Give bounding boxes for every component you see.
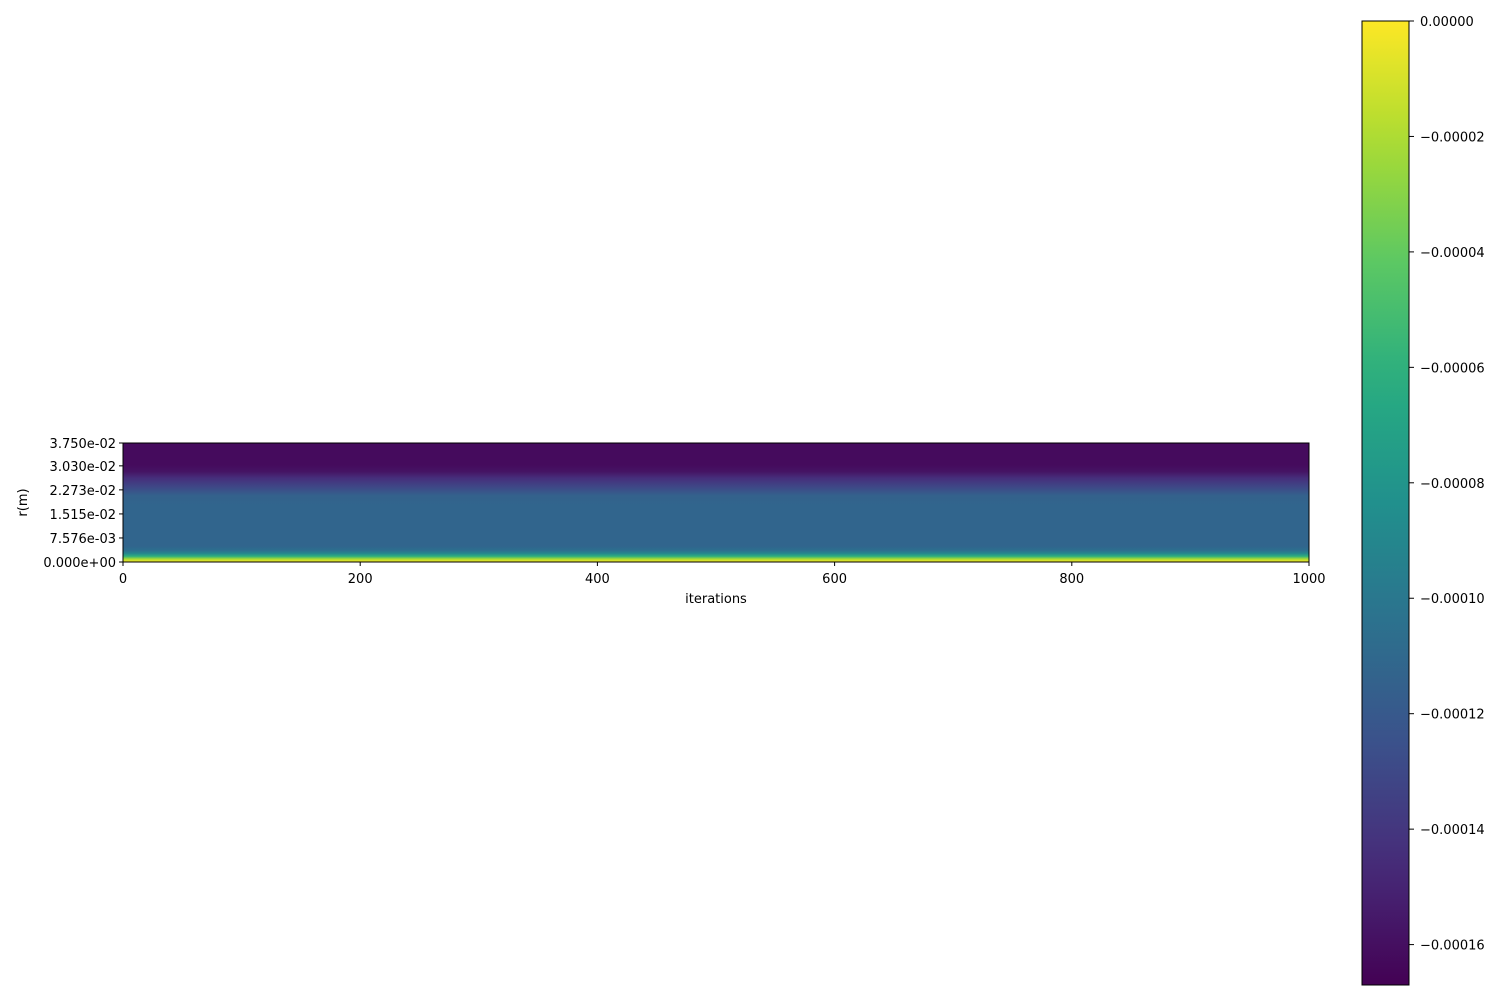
- colorbar-tick-label: −0.00012: [1420, 708, 1485, 723]
- y-tick-label: 1.515e-02: [50, 508, 116, 523]
- colorbar-tick-label: −0.00004: [1420, 246, 1485, 261]
- x-axis: 0 200 400 600 800 1000: [119, 562, 1326, 587]
- x-tick-label: 600: [822, 572, 847, 587]
- plot-frame: [122, 442, 1310, 563]
- x-axis-label: iterations: [685, 592, 747, 607]
- colorbar-tick-label: −0.00006: [1420, 361, 1485, 376]
- y-tick-label: 2.273e-02: [50, 484, 116, 499]
- x-tick-label: 800: [1059, 572, 1084, 587]
- colorbar-tick-label: −0.00010: [1420, 592, 1485, 607]
- colorbar-tick-label: −0.00008: [1420, 477, 1485, 492]
- x-tick-label: 0: [119, 572, 127, 587]
- y-tick-label: 0.000e+00: [43, 556, 116, 571]
- colorbar-tick-label: −0.00014: [1420, 823, 1485, 838]
- y-axis: 0.000e+00 7.576e-03 1.515e-02 2.273e-02 3.03…: [43, 437, 123, 571]
- y-tick-label: 3.030e-02: [50, 460, 116, 475]
- colorbar-frame: [1361, 20, 1410, 986]
- heatmap-area: [123, 443, 1309, 562]
- x-tick-label: 400: [585, 572, 610, 587]
- x-tick-label: 1000: [1292, 572, 1325, 587]
- colorbar-tick-label: 0.00000: [1420, 15, 1474, 30]
- y-tick-label: 7.576e-03: [50, 532, 116, 547]
- colorbar-axis: 0.00000 −0.00002 −0.00004 −0.00006 −0.00008 −…: [1409, 15, 1485, 954]
- colorbar: [1362, 21, 1409, 985]
- y-tick-label: 3.750e-02: [50, 437, 116, 452]
- colorbar-tick-label: −0.00002: [1420, 130, 1485, 145]
- y-axis-label: r(m): [16, 488, 31, 516]
- colorbar-tick-label: −0.00016: [1420, 939, 1485, 954]
- x-tick-label: 200: [348, 572, 373, 587]
